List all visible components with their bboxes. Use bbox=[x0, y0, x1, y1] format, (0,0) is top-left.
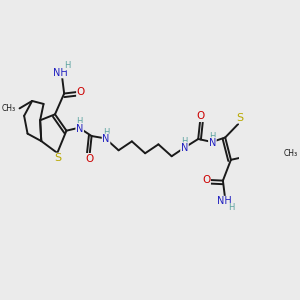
Text: NH: NH bbox=[217, 196, 231, 206]
Text: H: H bbox=[103, 128, 109, 137]
Text: S: S bbox=[54, 153, 61, 163]
Text: H: H bbox=[64, 61, 71, 70]
Text: N: N bbox=[209, 138, 216, 148]
Text: CH₃: CH₃ bbox=[284, 149, 298, 158]
Text: O: O bbox=[77, 87, 85, 97]
Text: H: H bbox=[181, 137, 188, 146]
Text: N: N bbox=[76, 124, 83, 134]
Text: O: O bbox=[86, 154, 94, 164]
Text: NH: NH bbox=[53, 68, 68, 78]
Text: O: O bbox=[196, 111, 204, 122]
Text: H: H bbox=[228, 203, 234, 212]
Text: O: O bbox=[202, 175, 210, 185]
Text: N: N bbox=[181, 143, 188, 153]
Text: S: S bbox=[236, 113, 243, 123]
Text: H: H bbox=[209, 131, 216, 140]
Text: CH₃: CH₃ bbox=[1, 104, 15, 113]
Text: H: H bbox=[76, 117, 83, 126]
Text: N: N bbox=[102, 134, 110, 144]
